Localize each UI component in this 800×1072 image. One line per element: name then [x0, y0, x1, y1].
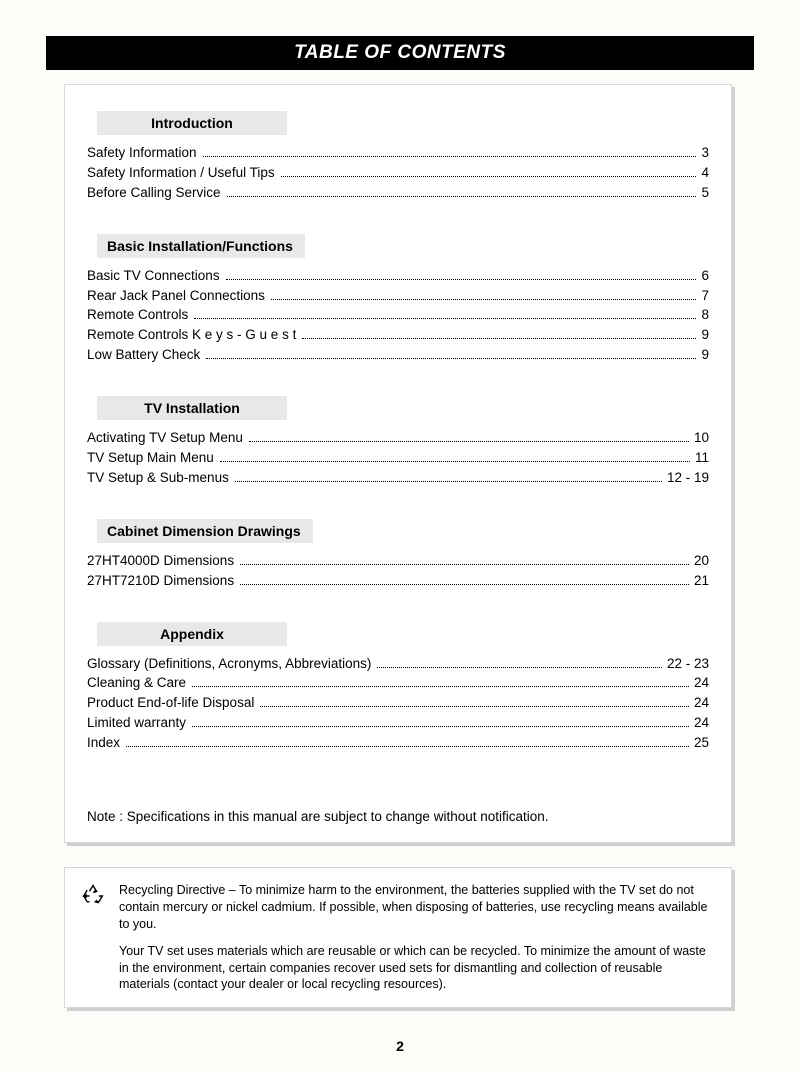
page-title: TABLE OF CONTENTS: [46, 36, 754, 70]
toc-entry: Rear Jack Panel Connections 7: [87, 287, 709, 306]
toc-entry-page: 25: [691, 734, 709, 753]
toc-entry-page: 21: [691, 572, 709, 591]
toc-entry-page: 20: [691, 552, 709, 571]
toc-entry-title: TV Setup Main Menu: [87, 449, 218, 468]
toc-leader-dots: [203, 156, 697, 157]
toc-entry-page: 9: [698, 346, 709, 365]
toc-entry: Limited warranty 24: [87, 714, 709, 733]
toc-entry: 27HT7210D Dimensions 21: [87, 572, 709, 591]
toc-entry-page: 9: [698, 326, 709, 345]
toc-entry-title: Remote Controls: [87, 306, 192, 325]
toc-entry-page: 12 - 19: [664, 469, 709, 488]
toc-entry-title: TV Setup & Sub-menus: [87, 469, 233, 488]
toc-entry-title: Index: [87, 734, 124, 753]
toc-entry: 27HT4000D Dimensions 20: [87, 552, 709, 571]
toc-leader-dots: [377, 667, 662, 668]
toc-entry: Glossary (Definitions, Acronyms, Abbrevi…: [87, 655, 709, 674]
toc-entry-title: Cleaning & Care: [87, 674, 190, 693]
recycling-box: Recycling Directive – To minimize harm t…: [64, 867, 732, 1008]
toc-entry-page: 24: [691, 714, 709, 733]
toc-entry-title: Before Calling Service: [87, 184, 225, 203]
section-header: TV Installation: [97, 396, 287, 420]
toc-entry: Index 25: [87, 734, 709, 753]
toc-entry-page: 22 - 23: [664, 655, 709, 674]
toc-box: IntroductionSafety Information3Safety In…: [64, 84, 732, 843]
toc-entry: Safety Information 3: [87, 144, 709, 163]
toc-entry-page: 7: [698, 287, 709, 306]
toc-entry-title: Product End-of-life Disposal: [87, 694, 258, 713]
toc-entry-page: 5: [698, 184, 709, 203]
toc-leader-dots: [192, 686, 689, 687]
toc-entry-page: 4: [698, 164, 709, 183]
toc-entry-page: 24: [691, 694, 709, 713]
recycle-icon: [79, 882, 107, 910]
toc-entry-page: 11: [692, 449, 709, 468]
toc-entry-title: Limited warranty: [87, 714, 190, 733]
toc-entry: Remote Controls 8: [87, 306, 709, 325]
toc-entry-page: 6: [698, 267, 709, 286]
toc-leader-dots: [260, 706, 689, 707]
recycling-p1: Recycling Directive – To minimize harm t…: [119, 882, 713, 933]
toc-leader-dots: [240, 564, 689, 565]
toc-entry-title: Safety Information / Useful Tips: [87, 164, 279, 183]
toc-entry: Low Battery Check 9: [87, 346, 709, 365]
toc-leader-dots: [227, 196, 697, 197]
toc-leader-dots: [271, 299, 697, 300]
section-header: Introduction: [97, 111, 287, 135]
toc-leader-dots: [220, 461, 690, 462]
toc-entry-page: 8: [698, 306, 709, 325]
recycling-text: Recycling Directive – To minimize harm t…: [119, 882, 713, 993]
toc-entry-title: Low Battery Check: [87, 346, 204, 365]
toc-leader-dots: [281, 176, 697, 177]
section-header: Basic Installation/Functions: [97, 234, 305, 258]
toc-leader-dots: [235, 481, 662, 482]
toc-entry: Cleaning & Care 24: [87, 674, 709, 693]
toc-leader-dots: [192, 726, 689, 727]
toc-entry: Before Calling Service 5: [87, 184, 709, 203]
note-text: Note : Specifications in this manual are…: [87, 809, 709, 824]
toc-entry: Product End-of-life Disposal 24: [87, 694, 709, 713]
toc-entry-title: 27HT4000D Dimensions: [87, 552, 238, 571]
page-number: 2: [0, 1038, 800, 1054]
toc-entry: Basic TV Connections 6: [87, 267, 709, 286]
toc-entry-title: Rear Jack Panel Connections: [87, 287, 269, 306]
section-header: Appendix: [97, 622, 287, 646]
toc-entry: TV Setup Main Menu 11: [87, 449, 709, 468]
toc-entry-page: 24: [691, 674, 709, 693]
toc-entry-title: 27HT7210D Dimensions: [87, 572, 238, 591]
toc-entry: Activating TV Setup Menu 10: [87, 429, 709, 448]
toc-entry-page: 3: [698, 144, 709, 163]
toc-entry: Remote Controls K e y s - G u e s t 9: [87, 326, 709, 345]
toc-leader-dots: [240, 584, 689, 585]
toc-leader-dots: [194, 318, 696, 319]
toc-leader-dots: [226, 279, 697, 280]
toc-leader-dots: [249, 441, 689, 442]
toc-entry-title: Glossary (Definitions, Acronyms, Abbrevi…: [87, 655, 375, 674]
toc-entry-title: Basic TV Connections: [87, 267, 224, 286]
toc-leader-dots: [206, 358, 696, 359]
toc-entry-page: 10: [691, 429, 709, 448]
toc-leader-dots: [302, 338, 696, 339]
toc-leader-dots: [126, 746, 689, 747]
toc-entry-title: Activating TV Setup Menu: [87, 429, 247, 448]
toc-entry-title: Remote Controls K e y s - G u e s t: [87, 326, 300, 345]
toc-entry: TV Setup & Sub-menus 12 - 19: [87, 469, 709, 488]
toc-entry-title: Safety Information: [87, 144, 201, 163]
section-header: Cabinet Dimension Drawings: [97, 519, 313, 543]
recycling-p2: Your TV set uses materials which are reu…: [119, 943, 713, 994]
toc-entry: Safety Information / Useful Tips 4: [87, 164, 709, 183]
